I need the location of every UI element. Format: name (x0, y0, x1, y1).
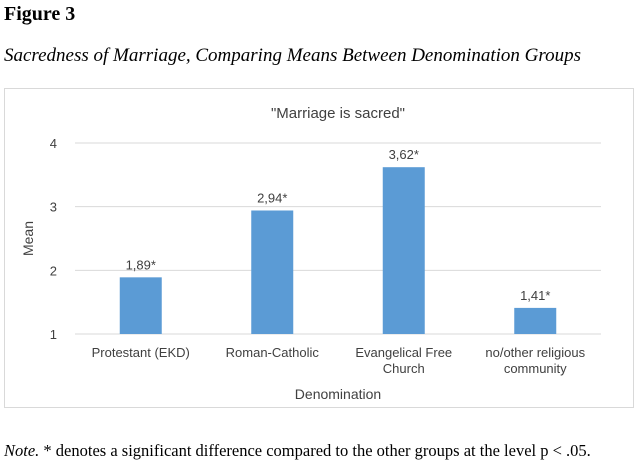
y-tick-label: 2 (50, 263, 57, 278)
bar (514, 307, 557, 334)
x-tick-label: Church (383, 361, 425, 376)
y-tick-label: 3 (50, 200, 57, 215)
note-lead: Note. (4, 441, 40, 460)
figure-caption: Sacredness of Marriage, Comparing Means … (4, 45, 581, 66)
figure-note: Note. * denotes a significant difference… (4, 440, 591, 462)
y-axis-label: Mean (20, 221, 36, 256)
x-tick-label: no/other religious (485, 345, 585, 360)
x-tick-label: Protestant (EKD) (92, 345, 190, 360)
y-tick-label: 4 (50, 136, 57, 151)
data-label: 2,94* (257, 190, 287, 205)
x-axis-label: Denomination (295, 386, 381, 402)
data-label: 1,89* (126, 257, 156, 272)
x-tick-label: Roman-Catholic (226, 345, 320, 360)
data-label: 1,41* (520, 288, 550, 303)
bar (251, 210, 294, 334)
x-tick-label: Evangelical Free (355, 345, 452, 360)
bar-chart: "Marriage is sacred" 1 2 3 4 Mean 1,89* Protest… (20, 105, 601, 402)
chart-container: "Marriage is sacred" 1 2 3 4 Mean 1,89* Protest… (4, 88, 634, 408)
data-label: 3,62* (389, 147, 419, 162)
figure-label: Figure 3 (4, 3, 76, 25)
chart-title: "Marriage is sacred" (271, 105, 405, 122)
x-tick-label: community (504, 361, 567, 376)
bar (119, 277, 162, 334)
y-tick-label: 1 (50, 327, 57, 342)
bar (382, 167, 425, 334)
note-text: * denotes a significant difference compa… (39, 441, 591, 460)
